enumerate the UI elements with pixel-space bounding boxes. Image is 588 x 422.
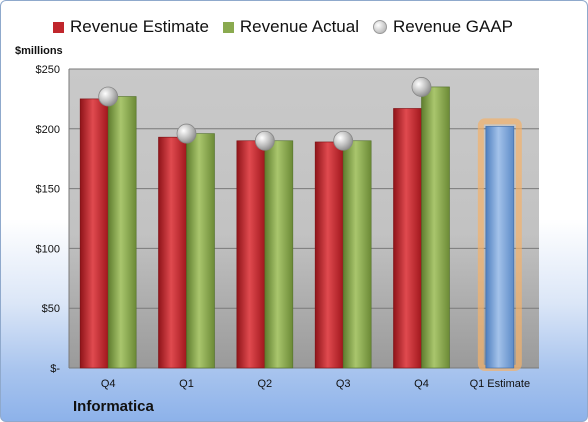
legend-swatch-circle (373, 20, 387, 34)
legend-item-revenue-gaap: Revenue GAAP (373, 17, 513, 37)
x-tick-label: Q2 (257, 378, 272, 390)
marker-revenue-gaap (98, 86, 119, 107)
x-tick-label: Q3 (336, 378, 351, 390)
legend-label-revenue-estimate: Revenue Estimate (70, 17, 209, 36)
legend-item-revenue-actual: Revenue Actual (222, 17, 359, 37)
plot-background (69, 69, 539, 368)
legend-swatch-red (53, 21, 64, 33)
legend-item-revenue-estimate: Revenue Estimate (53, 17, 209, 37)
y-tick-label: $150 (36, 184, 60, 196)
y-tick-label: $100 (36, 243, 60, 255)
y-axis-unit-label: $millions (15, 45, 63, 57)
bar-revenue-estimate-next (485, 126, 515, 369)
bar-revenue-actual (342, 140, 372, 369)
x-tick-label: Q1 (179, 378, 194, 390)
bar-revenue-actual (421, 86, 450, 369)
y-tick-label: $- (50, 363, 60, 375)
marker-revenue-gaap (411, 77, 432, 97)
bar-revenue-estimate (236, 140, 266, 369)
y-tick-label: $200 (36, 124, 60, 136)
x-tick-label: Q4 (101, 378, 116, 390)
marker-revenue-gaap (254, 130, 275, 151)
x-tick-label: Q4 (414, 378, 429, 390)
bar-revenue-estimate (393, 108, 422, 369)
legend-label-revenue-actual: Revenue Actual (239, 17, 359, 36)
marker-revenue-gaap (176, 123, 197, 144)
bar-revenue-actual (264, 140, 294, 369)
legend: Revenue Estimate Revenue Actual Revenue … (53, 17, 527, 37)
legend-swatch-green (222, 21, 234, 33)
bar-revenue-actual (107, 96, 137, 369)
y-tick-label: $250 (36, 64, 60, 76)
legend-label-revenue-gaap: Revenue GAAP (393, 17, 514, 36)
bar-revenue-estimate (314, 141, 344, 369)
bar-revenue-estimate (158, 136, 187, 369)
marker-revenue-gaap (333, 130, 354, 151)
bar-revenue-actual (186, 133, 215, 369)
x-tick-label: Q1 Estimate (470, 378, 531, 390)
company-name: Informatica (73, 398, 154, 415)
y-tick-label: $50 (42, 303, 60, 315)
bar-revenue-estimate (79, 98, 109, 369)
